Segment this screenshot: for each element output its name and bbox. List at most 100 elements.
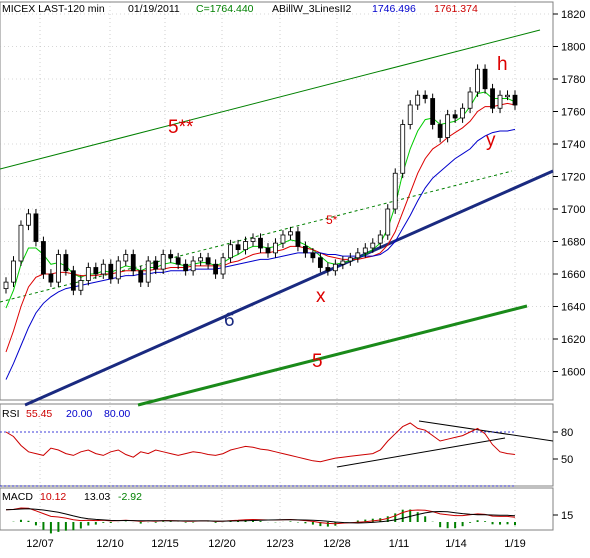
date-tick-label: 12/20 — [208, 538, 236, 550]
candle-body — [235, 244, 241, 251]
candle-layer — [3, 64, 518, 296]
candle-body — [505, 94, 510, 98]
candle-body — [497, 94, 503, 109]
price-panel-frame — [0, 1, 554, 401]
candle-body — [370, 242, 376, 249]
candle-body — [467, 91, 473, 109]
candle-body — [460, 107, 466, 119]
macd-signal-line — [5, 508, 516, 524]
candle-body — [482, 68, 488, 90]
candle-body — [100, 263, 106, 275]
candle-body — [78, 280, 84, 291]
rsi-panel-frame — [0, 403, 554, 487]
candle-body — [145, 260, 151, 283]
date-tick-label: 12/10 — [96, 538, 124, 550]
header-value-2: 1761.374 — [434, 3, 478, 15]
candle-body — [347, 257, 353, 262]
candle-body — [243, 241, 248, 251]
candle-body — [70, 270, 76, 291]
price-tick-label: 1680 — [561, 237, 585, 249]
series-ma-blue — [5, 128, 516, 380]
candle-body — [123, 254, 129, 262]
price-tick-label: 1760 — [561, 107, 585, 119]
price-tick-label: 1740 — [561, 139, 585, 151]
price-tick-label: 1620 — [561, 334, 585, 346]
candle-body — [475, 68, 480, 93]
rsi-tick-label: 80 — [561, 427, 573, 439]
candle-body — [355, 252, 361, 259]
price-tick-label: 1780 — [561, 74, 585, 86]
candle-body — [41, 241, 46, 275]
header-close: C=1764.440 — [196, 3, 254, 15]
candle-body — [288, 231, 293, 236]
header-date: 01/19/2011 — [128, 3, 180, 15]
candle-body — [303, 245, 308, 254]
candle-body — [437, 124, 443, 138]
price-tick-label: 1800 — [561, 42, 585, 54]
date-tick-label: 12/07 — [26, 538, 54, 550]
candle-body — [340, 260, 346, 265]
rsi-label: RSI — [2, 408, 20, 420]
series-ma-red — [5, 102, 516, 353]
trendline-label-5-star: 5* — [326, 213, 338, 227]
price-tick-label: 1700 — [561, 204, 585, 216]
candle-body — [377, 234, 383, 244]
candle-body — [168, 254, 174, 259]
candle-body — [430, 98, 436, 125]
trendline-6 — [24, 169, 554, 407]
candle-body — [273, 242, 278, 254]
candle-body — [445, 114, 451, 138]
candle-body — [265, 247, 271, 254]
header-value-1: 1746.496 — [372, 3, 416, 15]
candle-body — [407, 104, 413, 125]
rsi-divergence-upper — [418, 420, 554, 442]
candle-body — [115, 260, 121, 280]
trendline-5 — [137, 304, 528, 407]
candle-body — [138, 270, 144, 283]
price-tick-label: 1720 — [561, 172, 585, 184]
trendline-label-5-double-star: 5** — [168, 117, 194, 138]
rsi-divergence-lower — [336, 437, 506, 468]
rsi-level-low: 20.00 — [66, 408, 92, 420]
candle-body — [213, 263, 218, 275]
candle-body — [63, 254, 69, 272]
candle-body — [280, 234, 286, 244]
date-tick-label: 1/14 — [445, 538, 466, 550]
candle-body — [512, 94, 518, 106]
candle-body — [295, 231, 301, 247]
candle-body — [153, 260, 159, 270]
candle-body — [362, 247, 368, 254]
wave-label-y: y — [486, 130, 496, 151]
date-tick-label: 1/19 — [504, 538, 525, 550]
macd-tick-label: 15 — [561, 510, 573, 522]
rsi-level-high: 80.00 — [104, 408, 130, 420]
candle-body — [220, 257, 226, 275]
header-symbol: MICEX LAST-120 min — [2, 3, 105, 15]
candle-body — [33, 213, 39, 242]
trendline-5-double-star — [0, 29, 541, 170]
wave-label-h: h — [497, 54, 508, 75]
rsi-line — [5, 422, 516, 463]
candle-body — [332, 263, 338, 272]
trendline-5-star — [0, 170, 513, 303]
macd-value-1: 10.12 — [40, 491, 66, 503]
candle-body — [108, 263, 114, 280]
wave-label-x: x — [316, 286, 326, 307]
candle-body — [310, 252, 316, 259]
price-tick-label: 1660 — [561, 269, 585, 281]
macd-label: MACD — [2, 491, 33, 503]
axis-layer: 1600 1620 1640 1660 1680 1700 1720 1740 1760 1780… — [26, 9, 585, 550]
price-tick-label: 1600 — [561, 367, 585, 379]
trendline-label-5: 5 — [312, 351, 323, 372]
header-indicator: ABillW_3LinesII2 — [272, 3, 352, 15]
candle-body — [3, 281, 9, 290]
candle-body — [198, 257, 204, 262]
series-layer — [0, 91, 516, 534]
candle-body — [48, 273, 54, 283]
candle-body — [422, 94, 428, 99]
candle-body — [452, 114, 458, 119]
rsi-tick-label: 50 — [561, 454, 573, 466]
candle-body — [392, 172, 398, 210]
